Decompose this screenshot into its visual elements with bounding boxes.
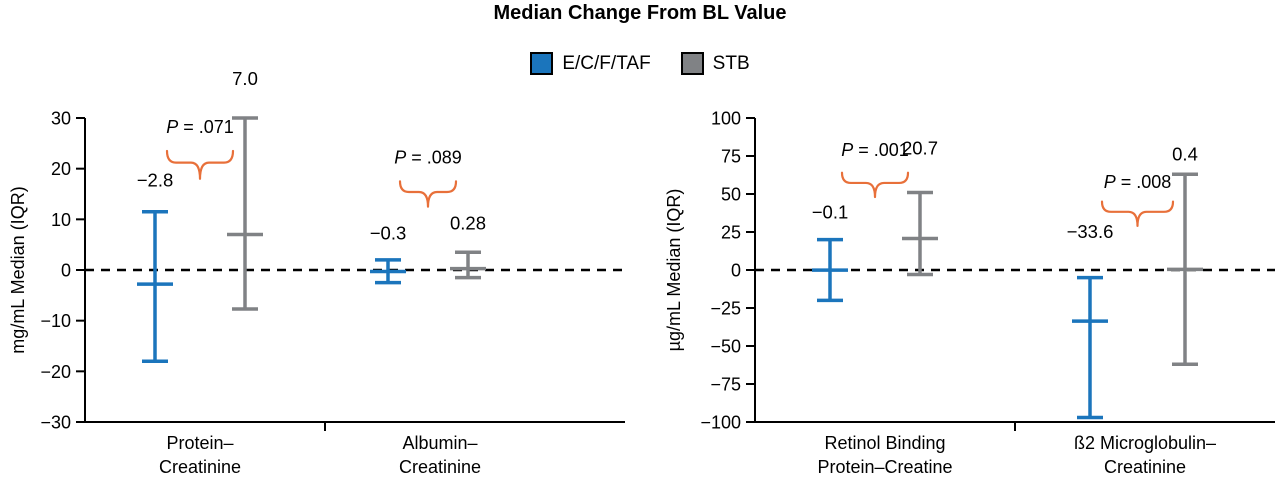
y-tick-label: −20 [40,362,71,382]
category-label: Creatinine [159,457,241,477]
y-tick-label: −25 [710,299,741,319]
y-tick-label: 25 [721,223,741,243]
error-bar-stb [1167,172,1203,366]
median-value-label: −0.3 [370,223,407,244]
p-value-label: P = .008 [1104,172,1172,192]
median-value-label: −0.1 [812,201,849,222]
p-value-label: P = .001 [841,140,909,160]
category-label: Creatinine [399,457,481,477]
category-label: Creatinine [1104,457,1186,477]
y-tick-label: 10 [51,210,71,230]
error-bar-stb [450,250,486,280]
y-tick-label: −100 [700,413,741,433]
legend-label: STB [712,52,750,74]
right-chart-panel: 100 75 50 25 0 −25 −50 −75 −100 µg/mL Median (IQR… [664,109,1275,477]
median-value-label: 0.28 [450,212,486,233]
category-label: Protein–Creatine [817,457,952,477]
p-brace [165,149,235,180]
p-value-label: P = .071 [166,117,234,137]
y-tick-label: −30 [40,413,71,433]
y-axis-title: µg/mL Median (IQR) [664,189,684,352]
category-label: ß2 Microglobulin– [1074,433,1216,453]
y-tick-label: 30 [51,109,71,129]
legend-label: E/C/F/TAF [562,52,651,74]
error-bar-ecftaf [370,258,406,285]
p-value-label: P = .089 [394,148,462,168]
y-tick-label: −10 [40,311,71,331]
legend: E/C/F/TAF STB [0,52,1280,75]
error-bar-ecftaf [812,237,848,303]
p-brace [398,180,458,208]
median-value-label: 7.0 [232,68,258,89]
legend-swatch-icon [530,52,554,75]
median-value-label: 20.7 [902,137,938,158]
left-chart-panel: 30 20 10 0 −10 −20 −30 mg/mL Median (IQR) Protei… [8,68,625,477]
p-brace [1100,200,1175,228]
median-value-label: −33.6 [1067,221,1114,242]
legend-item-1: STB [680,52,750,75]
category-label: Albumin– [402,433,477,453]
y-tick-label: 75 [721,147,741,167]
y-tick-label: 100 [711,109,741,129]
y-tick-label: 0 [731,261,741,281]
y-tick-label: −50 [710,337,741,357]
error-bar-ecftaf [1072,275,1108,420]
median-value-label: −2.8 [137,169,174,190]
error-bar-stb [902,190,938,277]
y-tick-label: 0 [61,261,71,281]
median-value-label: 0.4 [1172,144,1198,165]
y-tick-label: 20 [51,159,71,179]
chart-title: Median Change From BL Value [493,2,787,24]
legend-item-0: E/C/F/TAF [530,52,651,75]
error-bar-stb [227,116,263,311]
error-bar-ecftaf [137,209,173,363]
y-tick-label: 50 [721,185,741,205]
p-brace [840,171,910,199]
y-axis-title: mg/mL Median (IQR) [8,186,28,353]
y-tick-label: −75 [710,375,741,395]
legend-swatch-icon [680,52,704,75]
category-label: Retinol Binding [824,433,945,453]
category-label: Protein– [166,433,233,453]
